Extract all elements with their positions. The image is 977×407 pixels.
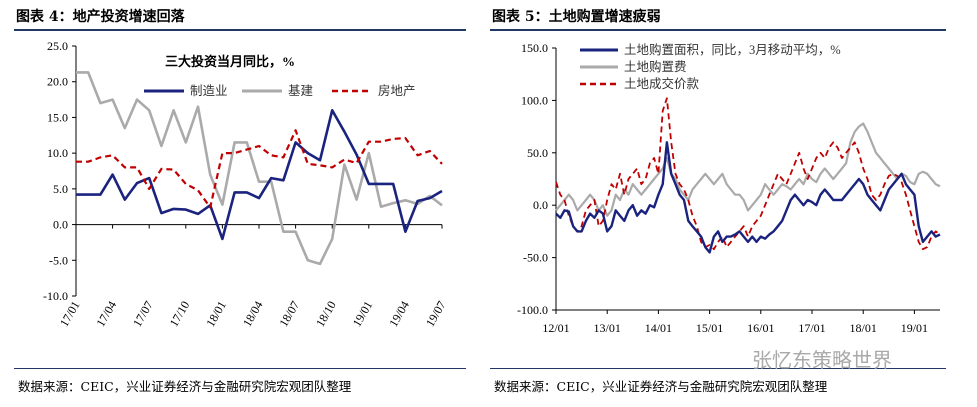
left-x-tick-label: 17/01 — [57, 299, 83, 330]
right-y-tick-label: -50.0 — [523, 251, 548, 265]
left-y-tick-label: 0.0 — [53, 218, 68, 232]
right-y-tick-label: 100.0 — [521, 93, 548, 107]
left-y-tick-label: 10.0 — [47, 146, 68, 160]
left-y-tick-label: -10.0 — [43, 289, 68, 303]
left-y-tick-label: -5.0 — [49, 253, 68, 267]
watermark: 张忆东策略世界 — [752, 348, 892, 372]
left-source-note: 数据来源：CEIC，兴业证券经济与金融研究院宏观团队整理 — [18, 379, 352, 394]
left-x-tick-label: 18/01 — [203, 299, 229, 330]
left-x-tick-label: 17/10 — [167, 299, 193, 330]
left-y-tick-label: 25.0 — [47, 39, 68, 53]
left-series-line-1 — [76, 71, 443, 266]
left-x-tick-label: 19/01 — [350, 299, 376, 330]
right-series-line-2 — [555, 97, 941, 251]
right-x-tick-label: 13/01 — [594, 321, 621, 335]
right-title-rule — [490, 29, 946, 31]
left-chart-title: 三大投资当月同比，% — [165, 54, 295, 69]
left-legend-label-0: 制造业 — [190, 84, 228, 98]
left-x-tick-label: 18/04 — [240, 299, 266, 330]
right-y-tick-label: 50.0 — [527, 146, 548, 160]
right-y-tick-label: 0.0 — [533, 198, 548, 212]
left-x-tick-label: 17/04 — [93, 299, 119, 330]
right-source-rule — [490, 368, 946, 369]
left-figure-title: 图表 4：地产投资增速回落 — [16, 9, 185, 25]
right-figure-title: 图表 5：土地购置增速疲弱 — [492, 9, 661, 25]
right-y-tick-label: -100.0 — [517, 303, 548, 317]
left-source-rule — [14, 368, 466, 369]
left-series-line-0 — [76, 109, 443, 241]
left-y-tick-label: 15.0 — [47, 110, 68, 124]
left-y-tick-label: 5.0 — [53, 182, 68, 196]
left-series-line-2 — [76, 129, 443, 209]
left-legend-label-1: 基建 — [288, 84, 314, 98]
right-x-tick-label: 19/01 — [901, 321, 928, 335]
left-x-tick-label: 17/07 — [130, 299, 156, 330]
left-x-tick-label: 18/10 — [313, 299, 339, 330]
right-x-tick-label: 12/01 — [542, 321, 569, 335]
right-series-line-1 — [555, 122, 941, 217]
right-legend-label-1: 土地购置费 — [624, 59, 687, 74]
right-x-tick-label: 18/01 — [850, 321, 877, 335]
right-legend-label-2: 土地成交价款 — [624, 76, 700, 91]
left-x-tick-label: 19/07 — [423, 299, 449, 330]
left-title-rule — [14, 29, 466, 31]
right-legend-label-0: 土地购置面积，同比，3月移动平均，% — [624, 42, 841, 57]
left-y-tick-label: 20.0 — [47, 75, 68, 89]
right-x-tick-label: 14/01 — [645, 321, 672, 335]
right-series-line-0 — [555, 141, 941, 254]
right-y-tick-label: 150.0 — [521, 41, 548, 55]
right-x-tick-label: 15/01 — [696, 321, 723, 335]
right-x-tick-label: 17/01 — [798, 321, 825, 335]
right-x-tick-label: 16/01 — [747, 321, 774, 335]
right-source-note: 数据来源：CEIC，兴业证券经济与金融研究院宏观团队整理 — [494, 379, 828, 394]
left-legend-label-2: 房地产 — [378, 83, 416, 98]
left-x-tick-label: 19/04 — [386, 299, 412, 330]
left-x-tick-label: 18/07 — [276, 299, 302, 330]
